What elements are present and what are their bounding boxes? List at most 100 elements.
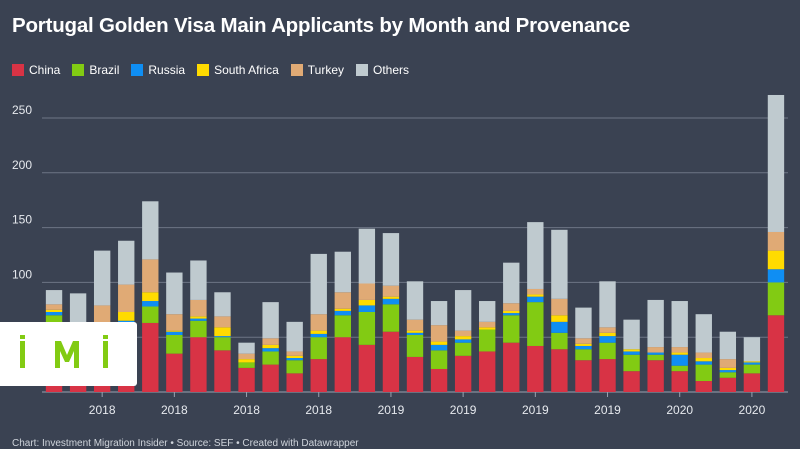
bar-segment-china [695,381,712,392]
legend-swatch [290,64,303,76]
bar-segment-brazil [479,329,496,352]
legend-swatch [131,64,144,76]
bar-segment-brazil [238,362,255,368]
bar-segment-others [45,290,63,305]
bar-segment-brazil [647,354,664,361]
bar-segment-china [238,367,255,392]
bar-segment-china [503,342,520,392]
bar-segment-russia [695,361,712,365]
bar-segment-south-africa [719,367,737,371]
legend-item-turkey: Turkey [290,63,345,77]
bar-segment-china [406,356,424,392]
bar-segment-others [623,319,640,350]
bar-segment-china [599,359,616,392]
bar-segment-china [767,315,785,392]
chart-title: Portugal Golden Visa Main Applicants by … [12,14,630,37]
bar-segment-south-africa [286,355,303,359]
bar-segment-others [430,301,448,326]
bar-segment-south-africa [190,316,207,319]
bar-segment-brazil [695,364,712,382]
bar-segment-russia [767,269,785,283]
bar-segment-south-africa [743,361,761,363]
bar-segment-others [214,292,231,317]
bar-segment-south-africa [358,299,376,306]
bar-segment-others [142,201,159,260]
bar-segment-others [743,337,761,362]
bar-segment-others [551,229,568,299]
y-tick-label: 150 [12,213,32,227]
bar-segment-south-africa [214,327,231,337]
bar-segment-others [69,293,87,329]
bar-segment-brazil [743,364,761,374]
bar-segment-brazil [599,342,616,360]
bar-segment-others [238,342,255,354]
bar-segment-turkey [310,314,327,331]
legend-swatch [197,64,210,76]
legend-label: Turkey [307,63,345,77]
bar-segment-china [142,322,159,392]
bar-segment-russia [575,345,592,350]
bar-segment-brazil [358,311,376,345]
legend-item-china: China [12,63,60,77]
bar-segment-south-africa [430,341,448,345]
source-credit: Chart: Investment Migration Insider • So… [12,438,359,449]
bar-segment-south-africa [382,296,400,299]
bar-segment-south-africa [767,250,785,270]
y-tick-label: 100 [12,267,32,281]
bar-segment-turkey [767,231,785,251]
bar-segment-south-africa [454,336,472,340]
bar-segment-south-africa [310,330,327,334]
legend-label: Brazil [89,63,120,77]
bar-segment-south-africa [671,352,688,355]
bar-segment-others [93,250,111,306]
bar-segment-others [671,301,688,348]
bar-segment-china [575,360,592,392]
bar-segment-brazil [214,337,231,351]
bar-segment-brazil [575,349,592,361]
bar-segment-russia [166,331,183,336]
bar-segment-china [551,349,568,392]
bar-segment-china [623,371,640,392]
bar-segment-russia [551,321,568,333]
bar-segment-turkey [190,299,207,317]
bar-segment-turkey [214,316,231,328]
bar-segment-brazil [527,302,544,346]
bar-segment-china [671,371,688,392]
bar-segment-brazil [262,351,279,365]
x-tick-label: 2018 [305,403,332,417]
bar-segment-others [599,281,616,328]
bar-segment-south-africa [479,327,496,330]
x-tick-label: 2019 [594,403,621,417]
bar-segment-south-africa [503,310,520,314]
imi-logo [0,322,137,386]
bar-segment-turkey [358,283,376,300]
bar-segment-china [527,345,544,392]
bar-segment-china [190,337,207,392]
bar-segment-russia [214,336,231,338]
bar-segment-china [382,331,400,392]
bar-segment-russia [623,351,640,355]
bar-segment-turkey [575,338,592,344]
bar-segment-russia [358,305,376,312]
bar-segment-russia [142,301,159,307]
bar-segment-china [262,364,279,392]
bar-segment-brazil [503,315,520,343]
bar-segment-russia [527,296,544,303]
bar-segment-turkey [238,353,255,360]
bar-segment-south-africa [527,294,544,297]
bar-segment-brazil [430,350,448,369]
bar-segment-turkey [695,352,712,359]
bar-segment-china [454,355,472,392]
bar-segment-south-africa [599,332,616,337]
bar-segment-russia [503,313,520,316]
bar-segment-china [166,353,183,392]
bar-segment-china [334,337,351,392]
bar-segment-others [190,260,207,300]
bar-segment-turkey [599,327,616,333]
bar-segment-china [743,373,761,392]
bar-segment-others [719,331,737,360]
bar-segment-turkey [671,347,688,353]
legend-label: Others [373,63,410,77]
bar-segment-brazil [767,282,785,316]
bar-segment-russia [310,333,327,338]
